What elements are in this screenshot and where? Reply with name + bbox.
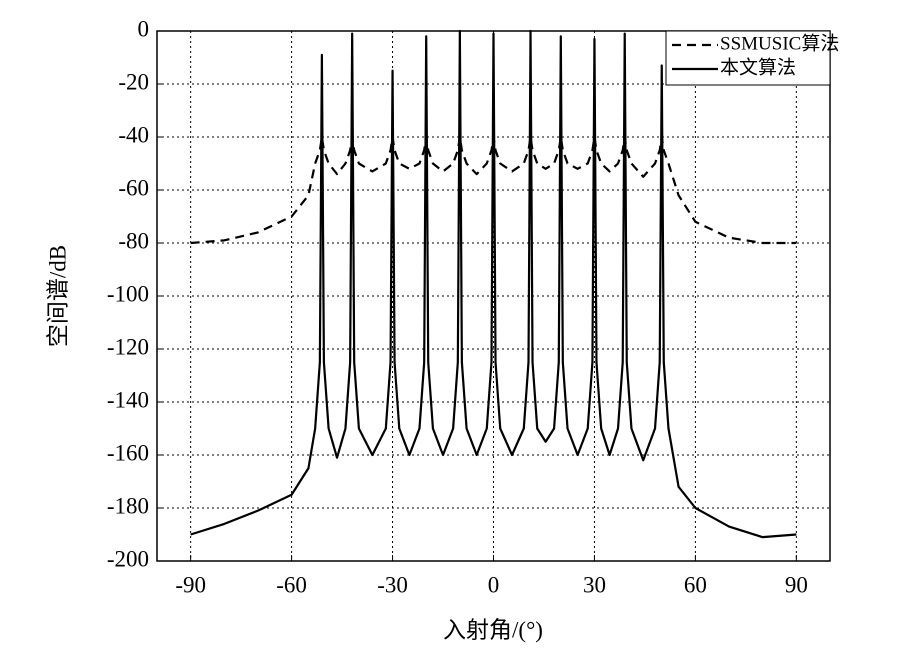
- y-tick-label: -40: [118, 122, 149, 147]
- y-tick-label: -20: [118, 69, 149, 94]
- y-axis-label: 空间谱/dB: [45, 245, 70, 347]
- legend-label: 本文算法: [720, 56, 796, 78]
- y-tick-label: -100: [107, 281, 149, 306]
- x-tick-label: -30: [377, 572, 408, 597]
- y-tick-label: -60: [118, 175, 149, 200]
- x-tick-label: 90: [785, 572, 808, 597]
- x-tick-label: 0: [488, 572, 500, 597]
- x-tick-label: 30: [583, 572, 606, 597]
- legend-box: [665, 30, 831, 86]
- y-tick-label: -160: [107, 440, 149, 465]
- y-tick-label: -80: [118, 228, 149, 253]
- y-tick-label: 0: [138, 16, 150, 41]
- y-tick-label: -200: [107, 546, 149, 571]
- plot-frame: [156, 30, 831, 562]
- y-tick-label: -180: [107, 493, 149, 518]
- x-tick-label: -90: [175, 572, 206, 597]
- x-axis-label: 入射角/(°): [443, 617, 543, 642]
- x-tick-label: -60: [276, 572, 307, 597]
- series-line: [190, 29, 797, 539]
- y-tick-label: -140: [107, 387, 149, 412]
- legend-label: SSMUSIC算法: [720, 32, 839, 54]
- x-tick-label: 60: [684, 572, 707, 597]
- y-tick-label: -120: [107, 334, 149, 359]
